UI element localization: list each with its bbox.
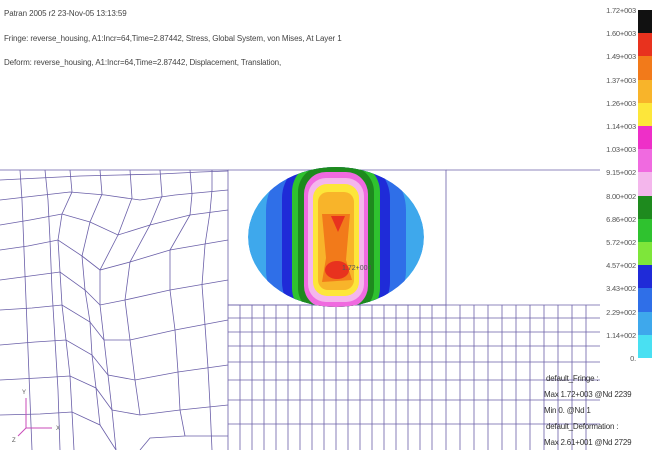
- fringe-max: Max 1.72+003 @Nd 2239: [544, 390, 632, 399]
- title-line: Patran 2005 r2 23-Nov-05 13:13:59: [4, 9, 127, 18]
- legend-label: 2.29+002: [606, 307, 636, 317]
- legend-swatch: [638, 172, 652, 196]
- deform-max: Max 2.61+001 @Nd 2729: [544, 438, 632, 447]
- legend-swatch: [638, 242, 652, 266]
- fringe-title: default_Fringe :: [546, 374, 599, 383]
- mesh-viewport[interactable]: 1.72+003 Y X Z: [0, 0, 600, 450]
- legend-label: 1.72+003: [606, 6, 636, 15]
- axis-x-label: X: [56, 426, 60, 432]
- stress-contour: [248, 167, 424, 307]
- legend-swatch: [638, 265, 652, 289]
- legend-swatch: [638, 126, 652, 150]
- legend-label: 1.03+003: [606, 145, 636, 155]
- legend-label: 6.86+002: [606, 214, 636, 224]
- deform-title: default_Deformation :: [546, 422, 619, 431]
- legend-swatch: [638, 288, 652, 312]
- axis-y-label: Y: [22, 390, 26, 396]
- deform-description: Deform: reverse_housing, A1:Incr=64,Time…: [4, 58, 282, 67]
- fringe-description: Fringe: reverse_housing, A1:Incr=64,Time…: [4, 34, 342, 43]
- legend-label: 8.00+002: [606, 191, 636, 201]
- fringe-legend: 1.72+003 1.60+003 1.49+003 1.37+003 1.26+003…: [602, 4, 666, 376]
- axis-z-label: Z: [12, 438, 16, 444]
- peak-label: 1.72+003: [342, 265, 371, 272]
- legend-swatch: [638, 10, 652, 34]
- legend-swatch: [638, 79, 652, 103]
- fringe-min: Min 0. @Nd 1: [544, 406, 591, 415]
- legend-label: 5.72+002: [606, 238, 636, 247]
- legend-label: 1.60+003: [606, 29, 636, 39]
- legend-label: 1.14+002: [606, 330, 636, 340]
- legend-label: 1.37+003: [606, 75, 636, 85]
- mesh-lines: [0, 169, 600, 450]
- legend-label: 1.49+003: [606, 52, 636, 62]
- legend-swatch: [638, 334, 652, 358]
- legend-swatch: [638, 195, 652, 219]
- legend-label: 1.26+003: [606, 98, 636, 108]
- legend-label: 4.57+002: [606, 261, 636, 271]
- legend-swatch: [638, 56, 652, 80]
- legend-swatch: [638, 311, 652, 335]
- legend-swatch: [638, 33, 652, 57]
- legend-label: 0.: [630, 354, 636, 363]
- legend-swatch: [638, 102, 652, 126]
- axis-triad: [17, 398, 52, 437]
- legend-label: 3.43+002: [606, 284, 636, 294]
- legend-label: 9.15+002: [606, 168, 636, 178]
- legend-swatch: [638, 149, 652, 173]
- legend-label: 1.14+003: [606, 122, 636, 131]
- legend-swatch: [638, 218, 652, 242]
